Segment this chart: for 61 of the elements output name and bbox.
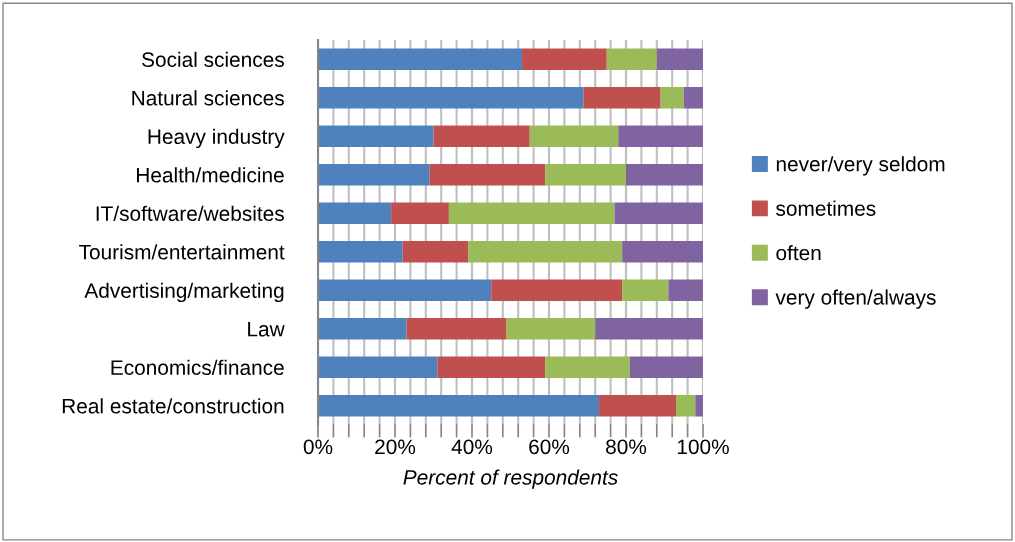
bar [391, 202, 449, 225]
bar [429, 163, 546, 186]
bar [629, 356, 703, 379]
bar [583, 86, 661, 109]
x-tick-label: 100% [677, 439, 729, 455]
bar [318, 317, 407, 340]
legend-label: often [776, 245, 821, 261]
bar [683, 86, 703, 109]
bar [545, 356, 630, 379]
bar [437, 356, 546, 379]
x-tick-label: 80% [606, 439, 647, 455]
bar [529, 125, 619, 148]
bar [318, 356, 438, 379]
bar [448, 202, 615, 225]
bar [506, 317, 596, 340]
bar [660, 86, 684, 109]
bar [545, 163, 626, 186]
y-tick-label: IT/software/websites [96, 205, 284, 221]
bar [676, 394, 696, 417]
bar [622, 240, 703, 263]
bar [606, 48, 657, 71]
bar [318, 163, 430, 186]
y-tick-label: Law [248, 321, 285, 337]
legend-label: never/very seldom [776, 156, 945, 176]
y-tick-label: Advertising/marketing [84, 282, 284, 303]
bar [402, 240, 469, 263]
legend-label: very often/always [775, 289, 936, 309]
y-tick-label: Health/medicine [137, 167, 284, 183]
bar [318, 240, 403, 263]
bar [668, 279, 703, 302]
x-tick-label: 20% [375, 439, 416, 455]
bar [491, 279, 623, 302]
bar [656, 48, 703, 71]
bar [695, 394, 703, 417]
bar [318, 125, 434, 148]
x-axis-title: Percent of respondents [403, 469, 618, 489]
bar [318, 202, 392, 225]
bar [522, 48, 607, 71]
bar [622, 279, 669, 302]
bar [614, 202, 703, 225]
x-tick-label: 60% [529, 439, 570, 455]
bar [618, 125, 703, 148]
legend-label: sometimes [776, 200, 876, 216]
bar [318, 394, 600, 417]
bar [318, 86, 584, 109]
bar [599, 394, 677, 417]
x-tick-label: 40% [451, 439, 493, 455]
bar [433, 125, 530, 148]
x-tick-label: 0% [303, 439, 333, 455]
bar [318, 48, 523, 71]
y-tick-label: Tourism/entertainment [79, 244, 285, 260]
bar [318, 279, 492, 302]
bar [468, 240, 623, 263]
bar [406, 317, 507, 340]
y-tick-label: Social sciences [142, 51, 284, 67]
y-tick-label: Economics/finance [111, 359, 284, 375]
bar [626, 163, 703, 186]
y-tick-label: Heavy industry [148, 128, 285, 149]
bar [595, 317, 703, 340]
y-tick-label: Natural sciences [132, 90, 284, 106]
y-tick-label: Real estate/construction [62, 398, 284, 414]
